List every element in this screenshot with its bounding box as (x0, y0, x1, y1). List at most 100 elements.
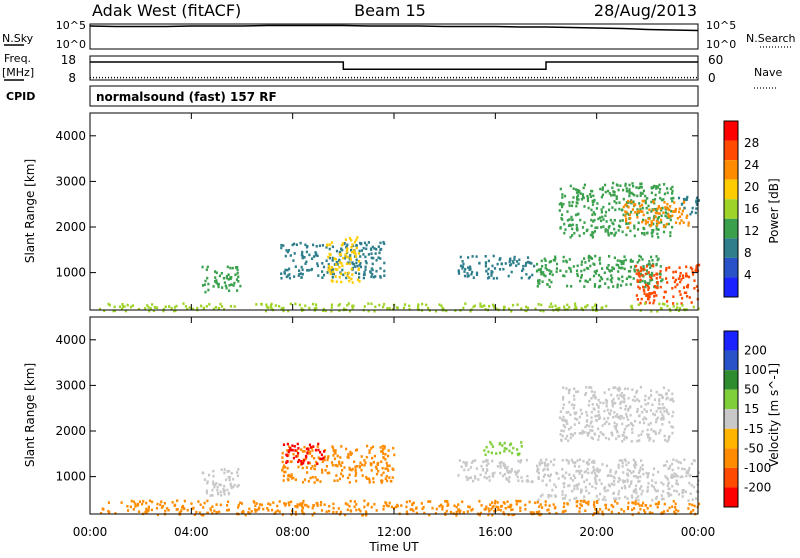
heatmap-cell (639, 466, 642, 469)
heatmap-cell (628, 469, 631, 473)
heatmap-cell (201, 471, 204, 475)
heatmap-cell (488, 479, 491, 482)
heatmap-cell (267, 509, 270, 512)
heatmap-cell (370, 447, 373, 450)
heatmap-cell (651, 234, 654, 238)
heatmap-cell (685, 285, 689, 288)
heatmap-cell (491, 473, 494, 477)
heatmap-cell (587, 491, 591, 495)
heatmap-cell (630, 210, 633, 214)
heatmap-cell (667, 467, 670, 470)
heatmap-cell (652, 473, 655, 476)
heatmap-cell (579, 279, 582, 283)
heatmap-cell (580, 412, 583, 415)
heatmap-cell (675, 490, 678, 493)
heatmap-cell (306, 245, 309, 248)
heatmap-cell (566, 502, 569, 505)
heatmap-cell (468, 505, 471, 509)
heatmap-cell (640, 459, 643, 462)
heatmap-cell (337, 507, 340, 510)
heatmap-cell (412, 509, 415, 513)
heatmap-cell (556, 472, 559, 475)
heatmap-cell (311, 513, 314, 517)
heatmap-cell (622, 188, 625, 192)
x-tick-label: 08:00 (275, 525, 310, 539)
heatmap-cell (579, 503, 582, 506)
heatmap-cell (692, 485, 695, 489)
colorbar-segment (724, 257, 738, 278)
heatmap-cell (369, 247, 373, 251)
heatmap-cell (614, 401, 617, 405)
heatmap-cell (561, 497, 564, 500)
heatmap-cell (674, 278, 677, 282)
heatmap-cell (356, 264, 359, 268)
heatmap-cell (371, 456, 374, 460)
heatmap-cell (637, 271, 641, 275)
heatmap-cell (144, 510, 147, 514)
heatmap-cell (657, 470, 660, 474)
heatmap-cell (508, 470, 511, 473)
heatmap-cell (525, 458, 528, 462)
heatmap-cell (612, 181, 615, 185)
heatmap-cell (594, 474, 597, 477)
heatmap-cell (314, 448, 318, 452)
heatmap-cell (206, 511, 210, 515)
heatmap-cell (353, 505, 356, 509)
heatmap-cell (503, 441, 506, 445)
heatmap-cell (603, 487, 606, 490)
heatmap-cell (380, 473, 383, 477)
heatmap-cell (562, 260, 565, 263)
heatmap-cell (308, 443, 312, 447)
heatmap-cell (355, 244, 358, 247)
heatmap-cell (441, 505, 444, 508)
heatmap-cell (288, 503, 291, 507)
heatmap-cell (607, 189, 610, 193)
heatmap-cell (575, 204, 578, 208)
heatmap-cell (539, 267, 542, 271)
heatmap-cell (590, 218, 593, 222)
heatmap-cell (566, 434, 569, 438)
heatmap-cell (478, 500, 481, 503)
heatmap-cell (499, 471, 502, 475)
heatmap-cell (594, 226, 597, 229)
heatmap-cell (620, 392, 623, 395)
heatmap-cell (228, 289, 231, 292)
heatmap-cell (589, 193, 592, 196)
heatmap-cell (384, 453, 387, 456)
heatmap-cell (661, 206, 664, 210)
heatmap-cell (591, 189, 594, 193)
heatmap-cell (593, 476, 597, 480)
heatmap-cell (391, 308, 395, 311)
heatmap-cell (614, 386, 617, 389)
heatmap-cell (496, 465, 499, 468)
heatmap-cell (638, 421, 641, 424)
heatmap-cell (230, 283, 233, 286)
heatmap-cell (286, 477, 289, 481)
heatmap-cell (346, 503, 349, 506)
heatmap-cell (656, 232, 659, 236)
heatmap-cell (661, 396, 665, 400)
y-tick-label: 2000 (55, 220, 86, 234)
heatmap-cell (610, 503, 613, 507)
heatmap-cell (202, 506, 205, 509)
heatmap-cell (691, 498, 694, 501)
heatmap-cell (605, 404, 608, 408)
heatmap-cell (621, 266, 624, 270)
heatmap-cell (274, 304, 277, 307)
heatmap-cell (500, 461, 503, 464)
heatmap-cell (227, 273, 230, 276)
heatmap-cell (411, 508, 414, 511)
heatmap-cell (638, 504, 641, 507)
heatmap-cell (588, 482, 591, 486)
heatmap-cell (562, 202, 565, 206)
heatmap-cell (357, 278, 360, 281)
heatmap-cell (331, 463, 334, 467)
heatmap-cell (677, 509, 680, 513)
heatmap-cell (363, 505, 366, 509)
heatmap-cell (354, 265, 357, 268)
heatmap-cell (560, 213, 564, 217)
heatmap-cell (588, 399, 591, 403)
heatmap-cell (348, 237, 352, 240)
heatmap-cell (598, 258, 601, 262)
heatmap-cell (613, 497, 616, 501)
